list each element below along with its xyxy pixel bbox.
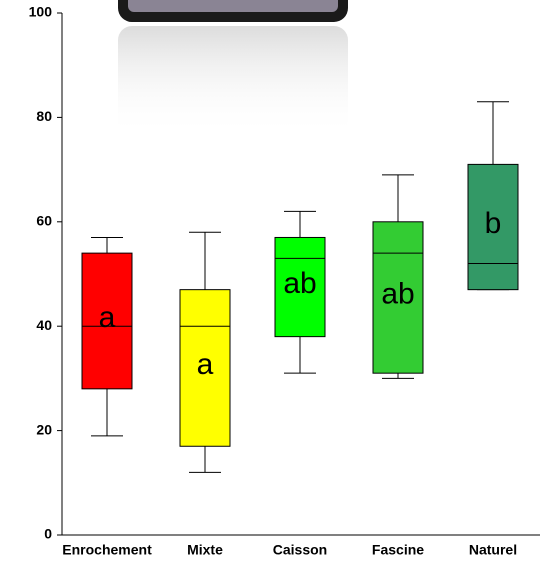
group-label: ab	[381, 277, 414, 310]
group-label: a	[99, 301, 116, 334]
y-tick-label: 40	[36, 317, 52, 333]
x-tick-label: Fascine	[372, 542, 424, 558]
group-label: a	[197, 348, 214, 381]
y-tick-label: 100	[29, 4, 53, 20]
group-label: ab	[283, 267, 316, 300]
y-tick-label: 20	[36, 421, 52, 437]
y-tick-label: 80	[36, 108, 52, 124]
x-tick-label: Caisson	[273, 542, 327, 558]
x-tick-label: Naturel	[469, 542, 517, 558]
y-tick-label: 60	[36, 213, 52, 229]
x-tick-label: Enrochement	[62, 542, 152, 558]
chart: 0 20 40 60 80 100 a Enrochement a Mixte ab Caisson a…	[0, 0, 542, 563]
x-tick-label: Mixte	[187, 542, 223, 558]
group-label: b	[485, 207, 502, 240]
y-tick-label: 0	[44, 526, 52, 542]
device-image	[118, 0, 348, 136]
